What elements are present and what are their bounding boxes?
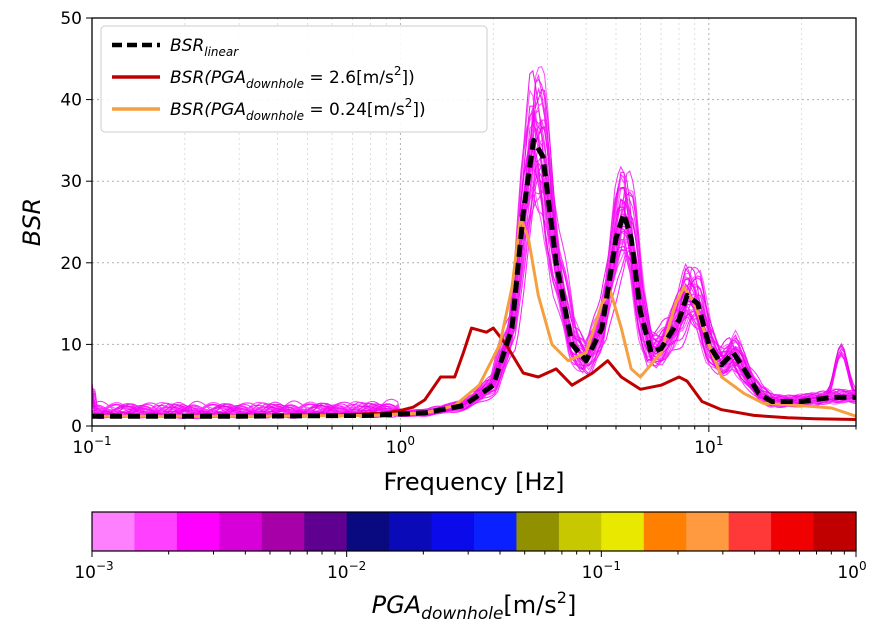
colorbar-swatch bbox=[346, 512, 390, 551]
colorbar-swatch bbox=[728, 512, 772, 551]
x-tick-label: 101 bbox=[694, 434, 723, 458]
colorbar-swatch bbox=[601, 512, 645, 551]
y-tick-label: 10 bbox=[60, 335, 82, 355]
colorbar-swatch bbox=[558, 512, 602, 551]
y-tick-label: 30 bbox=[60, 172, 82, 192]
colorbar-swatch bbox=[304, 512, 348, 551]
individual-bsr-curve bbox=[92, 78, 856, 416]
x-axis-ticks: 10−1 100 101 bbox=[72, 426, 857, 458]
y-tick-label: 40 bbox=[60, 91, 82, 111]
colorbar-swatch bbox=[134, 512, 178, 551]
x-tick-label: 10−1 bbox=[72, 434, 111, 458]
x-tick-label: 100 bbox=[386, 434, 415, 458]
y-tick-label: 50 bbox=[60, 9, 82, 29]
colorbar-swatch bbox=[771, 512, 815, 551]
legend-entry: BSRlinear bbox=[170, 36, 239, 59]
legend: BSRlinear BSR(PGAdownhole = 2.6[m/s2]) BSR… bbox=[100, 25, 488, 133]
legend-box bbox=[100, 25, 488, 133]
colorbar-swatch bbox=[643, 512, 687, 551]
legend-entry: BSR(PGAdownhole = 2.6[m/s2]) bbox=[170, 64, 415, 91]
legend-entry: BSR(PGAdownhole = 0.24[m/s2]) bbox=[170, 96, 426, 123]
y-tick-label: 0 bbox=[71, 417, 82, 437]
colorbar-tick-label: 10−2 bbox=[327, 559, 366, 583]
colorbar-tick-label: 100 bbox=[837, 559, 866, 583]
colorbar-swatch bbox=[431, 512, 475, 551]
x-axis-label: Frequency [Hz] bbox=[384, 468, 565, 496]
colorbar-swatch bbox=[686, 512, 730, 551]
colorbar-swatch bbox=[261, 512, 305, 551]
individual-bsr-curve bbox=[92, 106, 856, 416]
y-tick-label: 20 bbox=[60, 254, 82, 274]
colorbar-swatch bbox=[176, 512, 220, 551]
series-lines bbox=[92, 137, 856, 421]
colorbar-ticks: 10−3 10−2 10−1 100 bbox=[74, 551, 867, 583]
bsr-linear-line bbox=[92, 137, 856, 419]
colorbar-tick-label: 10−3 bbox=[74, 559, 113, 583]
colorbar-swatch bbox=[92, 512, 136, 551]
colorbar-swatch bbox=[474, 512, 518, 551]
colorbar-tick-label: 10−1 bbox=[582, 559, 621, 583]
bsr-pga-2.6-line bbox=[92, 326, 856, 421]
plot-frame bbox=[91, 17, 857, 427]
colorbar-swatch bbox=[219, 512, 263, 551]
y-axis-ticks: 0 10 20 30 40 50 bbox=[60, 9, 92, 437]
colorbar-swatch bbox=[389, 512, 433, 551]
colorbar-label: PGAdownhole[m/s2] bbox=[372, 588, 577, 624]
colorbar-frame bbox=[91, 511, 857, 552]
y-axis-label: BSR bbox=[18, 198, 46, 246]
colorbar-swatch bbox=[516, 512, 560, 551]
colorbar bbox=[91, 511, 857, 552]
colorbar-swatch bbox=[813, 512, 857, 551]
